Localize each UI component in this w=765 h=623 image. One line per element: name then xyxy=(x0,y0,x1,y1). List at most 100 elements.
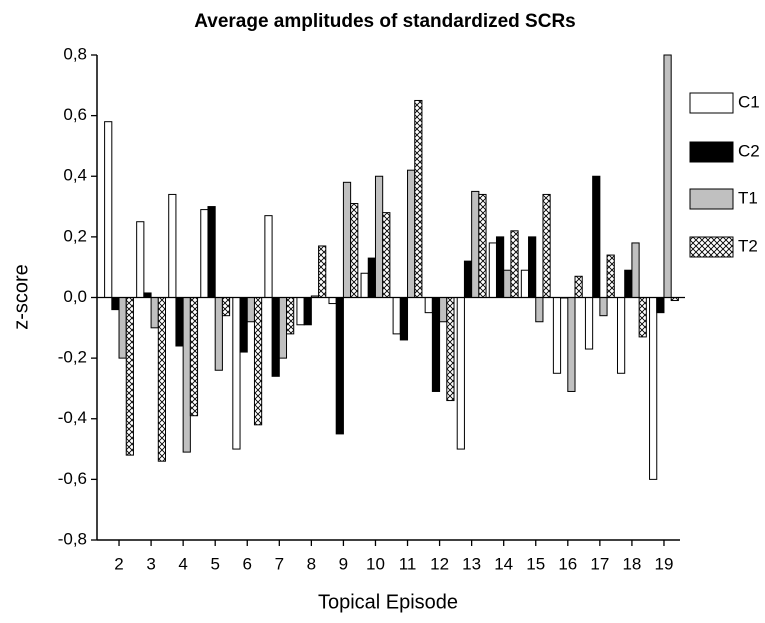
x-tick-label: 2 xyxy=(114,554,123,573)
bar xyxy=(592,175,601,298)
bar xyxy=(239,297,248,353)
bar xyxy=(638,297,647,338)
x-tick-label: 8 xyxy=(307,554,316,573)
x-tick-label: 4 xyxy=(178,554,187,573)
bar xyxy=(360,272,369,298)
bar xyxy=(503,269,512,298)
bar xyxy=(399,297,409,341)
bar xyxy=(606,254,615,298)
x-tick-label: 11 xyxy=(399,554,417,573)
legend-label: T1 xyxy=(738,188,758,207)
legend-swatch xyxy=(689,236,734,258)
bar xyxy=(424,297,433,314)
y-tick-label: 0,0 xyxy=(63,287,87,306)
bar xyxy=(649,297,658,480)
bar xyxy=(286,297,295,335)
bar xyxy=(367,257,376,298)
legend-label: C2 xyxy=(738,141,760,160)
bar xyxy=(143,292,152,298)
bar xyxy=(189,297,199,417)
bar xyxy=(542,193,551,298)
bar xyxy=(382,212,391,298)
bar xyxy=(335,297,344,435)
bar xyxy=(495,236,505,298)
y-tick-label: 0,2 xyxy=(63,226,87,245)
y-tick-label: 0,6 xyxy=(63,105,87,124)
bar xyxy=(136,221,145,298)
bar xyxy=(414,99,423,298)
y-tick-label: -0,4 xyxy=(58,408,87,427)
y-axis-title: z-score xyxy=(10,264,32,330)
bar xyxy=(552,297,562,374)
x-tick-label: 19 xyxy=(655,554,674,573)
x-tick-label: 18 xyxy=(622,554,641,573)
bar xyxy=(663,54,672,298)
bar xyxy=(624,269,633,298)
bar xyxy=(510,230,519,298)
y-tick-label: -0,2 xyxy=(58,348,87,367)
x-tick-label: 15 xyxy=(526,554,545,573)
bar xyxy=(599,297,608,317)
legend-swatch xyxy=(689,141,734,163)
bar xyxy=(246,297,255,323)
bar xyxy=(407,169,416,298)
bar xyxy=(232,297,241,450)
bar xyxy=(200,209,209,298)
bar xyxy=(567,297,576,392)
legend-swatch xyxy=(689,188,734,210)
bar xyxy=(328,297,337,305)
x-tick-label: 14 xyxy=(494,554,513,573)
x-tick-label: 9 xyxy=(339,554,348,573)
x-tick-label: 16 xyxy=(558,554,577,573)
bar xyxy=(175,297,184,347)
y-tick-label: 0,4 xyxy=(63,166,87,185)
bar xyxy=(342,181,352,298)
bar xyxy=(535,297,544,323)
bar xyxy=(111,297,120,311)
bar xyxy=(350,203,359,298)
x-tick-label: 17 xyxy=(590,554,609,573)
bar xyxy=(656,297,665,314)
bar xyxy=(520,269,530,298)
x-tick-label: 10 xyxy=(366,554,385,573)
x-tick-label: 7 xyxy=(275,554,284,573)
bar xyxy=(104,121,113,298)
bar xyxy=(471,190,480,298)
bar xyxy=(278,297,288,359)
x-tick-label: 3 xyxy=(146,554,155,573)
bar xyxy=(264,215,273,298)
bar xyxy=(528,236,537,298)
bar xyxy=(221,297,231,317)
bar xyxy=(118,297,127,359)
x-axis-title: Topical Episode xyxy=(318,591,458,613)
bar xyxy=(214,297,223,371)
bar xyxy=(318,245,327,298)
y-tick-label: -0,8 xyxy=(58,529,87,548)
legend-label: T2 xyxy=(738,236,758,255)
y-tick-label: 0,8 xyxy=(63,44,87,63)
chart-title: Average amplitudes of standardized SCRs xyxy=(194,11,576,32)
y-tick-label: -0,6 xyxy=(58,469,87,488)
x-tick-label: 6 xyxy=(243,554,252,573)
bar xyxy=(616,297,626,374)
bar xyxy=(157,297,167,462)
bar xyxy=(125,297,134,456)
legend-swatch xyxy=(689,92,734,114)
bar xyxy=(303,297,312,326)
bar xyxy=(271,297,280,377)
bar xyxy=(478,193,487,298)
bar xyxy=(374,175,384,298)
bar xyxy=(456,297,465,450)
bar xyxy=(296,297,305,326)
bar xyxy=(446,297,455,402)
bar xyxy=(584,297,594,350)
x-tick-label: 13 xyxy=(462,554,481,573)
bar xyxy=(488,242,497,298)
bar xyxy=(207,206,216,298)
legend-label: C1 xyxy=(738,92,760,111)
bar xyxy=(182,297,191,453)
bar xyxy=(168,193,177,298)
bar xyxy=(631,242,640,298)
bar xyxy=(463,260,473,298)
